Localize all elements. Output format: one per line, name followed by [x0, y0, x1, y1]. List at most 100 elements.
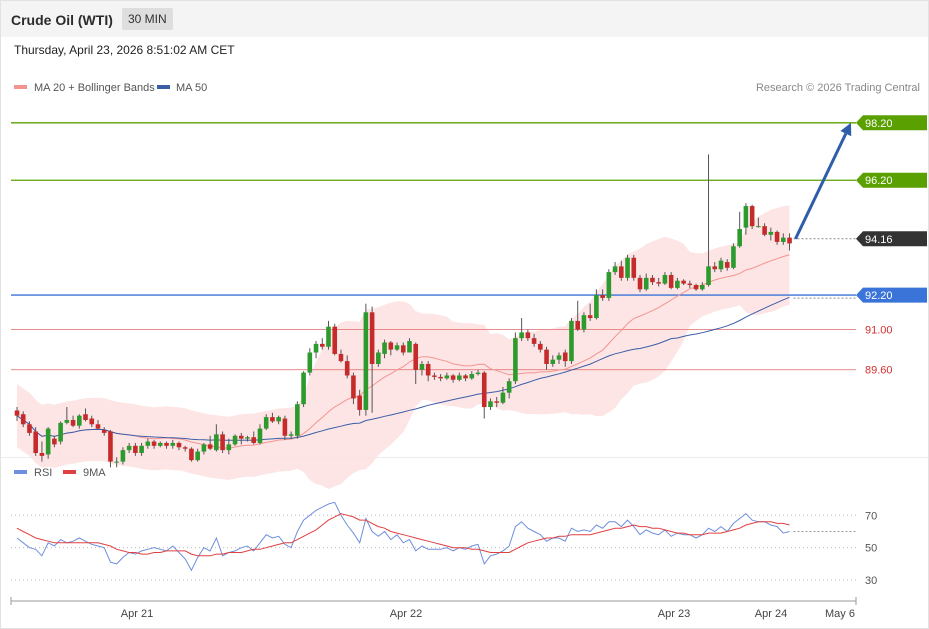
candle-body — [562, 352, 568, 362]
rsi-legend-swatch — [14, 470, 27, 474]
candle-body — [164, 442, 169, 446]
candle-body — [463, 375, 468, 379]
timeframe-button[interactable]: 30 MIN — [122, 8, 173, 30]
candle-body — [27, 424, 32, 433]
candle-body — [214, 434, 219, 451]
instrument-title: Crude Oil (WTI) — [11, 12, 113, 28]
candle-body — [594, 295, 599, 319]
candle-body — [531, 338, 537, 344]
level-label-98.20: 98.20 — [865, 118, 893, 130]
header-bar: Crude Oil (WTI) 30 MIN — [1, 1, 928, 37]
candle-body — [556, 355, 562, 360]
candle-body — [675, 280, 680, 288]
candle-body — [444, 375, 450, 379]
candle-body — [332, 326, 338, 354]
candle-body — [58, 422, 63, 442]
panel-divider — [1, 457, 928, 458]
candle-body — [668, 274, 674, 288]
candle-body — [64, 419, 70, 423]
candle-body — [768, 231, 774, 235]
research-credit: Research © 2026 Trading Central — [756, 82, 920, 94]
candle-body — [544, 349, 549, 364]
candle-body — [394, 345, 400, 350]
candle-body — [108, 431, 113, 462]
x-tick-label: Apr 21 — [121, 608, 153, 620]
candle-body — [232, 435, 238, 445]
candle-body — [438, 376, 443, 379]
candle-body — [189, 448, 194, 461]
candle-body — [569, 320, 574, 362]
candle-body — [494, 401, 500, 403]
candle-body — [575, 320, 580, 330]
candle-body — [307, 352, 313, 373]
candle-body — [525, 332, 531, 339]
level-label-94.16: 94.16 — [865, 234, 893, 246]
candle-body — [469, 374, 475, 379]
candle-body — [700, 285, 705, 290]
candle-body — [83, 414, 88, 420]
level-tag-98.20 — [856, 115, 927, 131]
candle-body — [319, 343, 325, 347]
candle-body — [344, 361, 350, 376]
forecast-arrow — [794, 132, 848, 240]
candle-body — [625, 257, 630, 278]
candle-body — [619, 266, 624, 278]
candle-body — [295, 404, 300, 436]
candle-body — [14, 410, 20, 416]
candle-body — [238, 435, 244, 439]
timestamp: Thursday, April 23, 2026 8:51:02 AM CET — [14, 43, 235, 57]
x-tick-label: May 6 — [825, 608, 855, 620]
candle-body — [538, 343, 543, 350]
candle-body — [376, 352, 381, 364]
candle-body — [600, 295, 605, 298]
ma20-legend-label: MA 20 + Bollinger Bands — [34, 82, 155, 94]
candle-body — [301, 372, 306, 405]
candle-body — [662, 274, 668, 284]
candle-body — [145, 441, 151, 446]
candle-body — [724, 262, 730, 268]
candle-body — [338, 353, 344, 362]
level-label-89.60: 89.60 — [865, 365, 893, 377]
candle-body — [270, 417, 275, 422]
candle-body — [20, 414, 26, 425]
candle-body — [363, 312, 369, 410]
level-label-96.20: 96.20 — [865, 175, 893, 187]
candle-body — [731, 246, 736, 268]
ma9-legend-label: 9MA — [83, 467, 106, 479]
x-tick-label: Apr 24 — [755, 608, 787, 620]
candle-body — [637, 277, 643, 290]
ma20-line — [16, 254, 790, 449]
candle-body — [382, 342, 387, 354]
candle-body — [176, 442, 182, 448]
candle-body — [506, 381, 512, 393]
candle-body — [326, 326, 331, 347]
candle-body — [432, 375, 437, 377]
candle-body — [33, 431, 38, 453]
candle-body — [687, 283, 693, 286]
level-label-91.00: 91.00 — [865, 325, 893, 337]
x-tick-label: Apr 23 — [658, 608, 690, 620]
candle-body — [737, 229, 742, 247]
candle-body — [89, 418, 95, 425]
candle-body — [400, 345, 406, 353]
candle-body — [762, 226, 767, 235]
candle-body — [650, 277, 655, 283]
candle-body — [120, 450, 126, 462]
candle-body — [126, 445, 132, 451]
candle-body — [351, 375, 356, 399]
candle-body — [407, 341, 412, 353]
candle-body — [39, 453, 45, 456]
candle-body — [513, 338, 518, 382]
candle-body — [587, 315, 593, 319]
candle-body — [612, 266, 618, 273]
candle-body — [631, 257, 637, 278]
level-label-92.20: 92.20 — [865, 290, 893, 302]
candle-body — [170, 442, 176, 446]
candle-body — [288, 434, 294, 436]
candle-body — [413, 343, 419, 370]
candle-body — [369, 312, 375, 364]
candle-body — [550, 359, 556, 364]
candle-body — [182, 447, 188, 449]
candle-body — [718, 260, 724, 270]
